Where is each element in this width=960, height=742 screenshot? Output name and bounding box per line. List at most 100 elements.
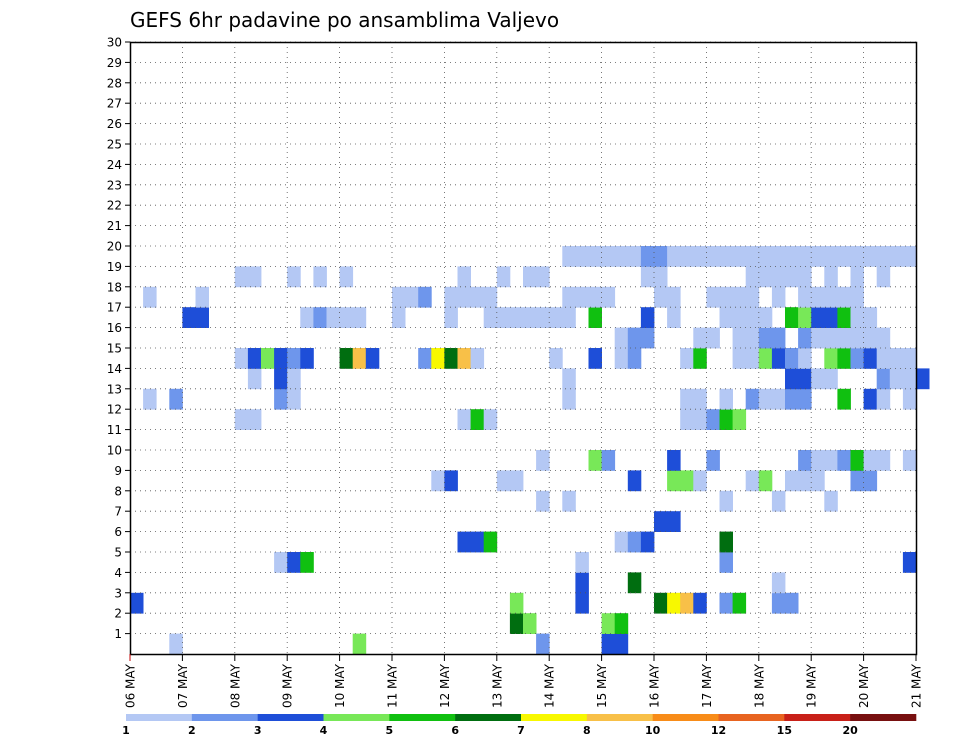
heatmap-cell <box>745 266 760 288</box>
heatmap-cell <box>614 531 629 553</box>
heatmap-cell <box>234 409 249 430</box>
colorbar-swatch <box>718 714 785 721</box>
heatmap-cell <box>261 348 275 369</box>
heatmap-cell <box>247 266 262 288</box>
heatmap-cell <box>627 327 642 349</box>
heatmap-cell <box>798 348 812 369</box>
heatmap-cell <box>247 409 262 430</box>
y-tick-label: 10 <box>107 444 122 458</box>
heatmap-cell <box>457 348 471 369</box>
heatmap-cell <box>876 327 891 349</box>
heatmap-cell <box>470 531 485 553</box>
heatmap-cell <box>143 388 157 410</box>
heatmap-cell <box>654 592 668 614</box>
heatmap-cell <box>798 327 812 349</box>
heatmap-cell <box>169 388 183 410</box>
heatmap-cell <box>575 246 589 267</box>
heatmap-cell <box>745 286 760 308</box>
heatmap-cell <box>457 409 471 430</box>
heatmap-cell <box>274 348 288 369</box>
heatmap-cell <box>771 388 786 410</box>
heatmap-cell <box>785 246 799 267</box>
heatmap-cell <box>195 286 209 308</box>
heatmap-cell <box>785 388 799 410</box>
heatmap-cell <box>863 348 878 369</box>
y-tick-label: 1 <box>114 627 122 641</box>
heatmap-cell <box>654 511 668 532</box>
y-tick-label: 8 <box>114 484 122 498</box>
heatmap-cell <box>719 531 733 553</box>
heatmap-cell <box>536 307 550 328</box>
heatmap-cell <box>654 246 668 267</box>
heatmap-cell <box>352 307 367 328</box>
heatmap-cell <box>274 388 288 410</box>
heatmap-cell <box>850 266 864 288</box>
heatmap-cell <box>588 450 602 471</box>
heatmap-cell <box>902 450 917 471</box>
heatmap-cell <box>693 409 707 430</box>
heatmap-cell <box>798 450 812 471</box>
heatmap-cell <box>680 388 694 410</box>
chart-title: GEFS 6hr padavine po ansamblima Valjevo <box>130 8 559 32</box>
heatmap-cell <box>562 286 576 308</box>
heatmap-cell <box>706 409 720 430</box>
heatmap-cell <box>837 246 851 267</box>
x-tick-label: 09 MAY <box>281 663 295 708</box>
heatmap-cell <box>326 307 340 328</box>
heatmap-cell <box>169 633 183 655</box>
heatmap-cell <box>798 470 812 492</box>
x-tick-label: 10 MAY <box>333 663 347 708</box>
heatmap-cell <box>627 348 642 369</box>
x-tick-label: 21 MAY <box>910 663 924 708</box>
heatmap-cell <box>405 286 419 308</box>
heatmap-cell <box>719 490 733 512</box>
heatmap-cell <box>785 307 799 328</box>
heatmap-cell <box>693 470 707 492</box>
heatmap-cell <box>247 368 262 390</box>
heatmap-cell <box>588 348 602 369</box>
heatmap-cell <box>798 286 812 308</box>
colorbar-label: 8 <box>583 724 591 737</box>
heatmap-cell <box>234 266 249 288</box>
heatmap-cell <box>654 266 668 288</box>
x-tick-label: 07 MAY <box>176 663 190 708</box>
heatmap-cell <box>470 348 485 369</box>
heatmap-cell <box>771 348 786 369</box>
heatmap-cell <box>667 511 681 532</box>
heatmap-cell <box>850 450 864 471</box>
heatmap-cell <box>811 246 825 267</box>
heatmap-cell <box>876 388 891 410</box>
y-tick-label: 20 <box>107 240 122 254</box>
heatmap-cells <box>130 246 930 655</box>
y-tick-label: 11 <box>107 423 122 437</box>
heatmap-cell <box>562 246 576 267</box>
heatmap-cell <box>785 348 799 369</box>
heatmap-cell <box>824 368 838 390</box>
heatmap-cell <box>824 348 838 369</box>
x-tick-label: 11 MAY <box>386 663 400 708</box>
heatmap-cell <box>850 470 864 492</box>
heatmap-cell <box>195 307 209 328</box>
heatmap-cell <box>614 327 629 349</box>
heatmap-cell <box>640 327 655 349</box>
heatmap-cell <box>876 246 891 267</box>
y-tick-label: 22 <box>107 199 122 213</box>
heatmap-cell <box>496 307 511 328</box>
y-tick-label: 7 <box>114 505 122 519</box>
heatmap-cell <box>889 368 904 390</box>
heatmap-cell <box>771 572 786 594</box>
heatmap-cell <box>588 286 602 308</box>
x-tick-label: 18 MAY <box>752 663 766 708</box>
x-tick-label: 14 MAY <box>543 663 557 708</box>
heatmap-cell <box>575 286 589 308</box>
x-tick-label: 06 MAY <box>124 663 138 708</box>
heatmap-cell <box>745 307 760 328</box>
y-tick-label: 13 <box>107 382 122 396</box>
y-tick-label: 21 <box>107 219 122 233</box>
heatmap-cell <box>667 450 681 471</box>
colorbar-swatch <box>191 714 258 721</box>
heatmap-cell <box>732 307 747 328</box>
y-tick-label: 5 <box>114 546 122 560</box>
heatmap-cell <box>785 470 799 492</box>
heatmap-cell <box>837 348 851 369</box>
